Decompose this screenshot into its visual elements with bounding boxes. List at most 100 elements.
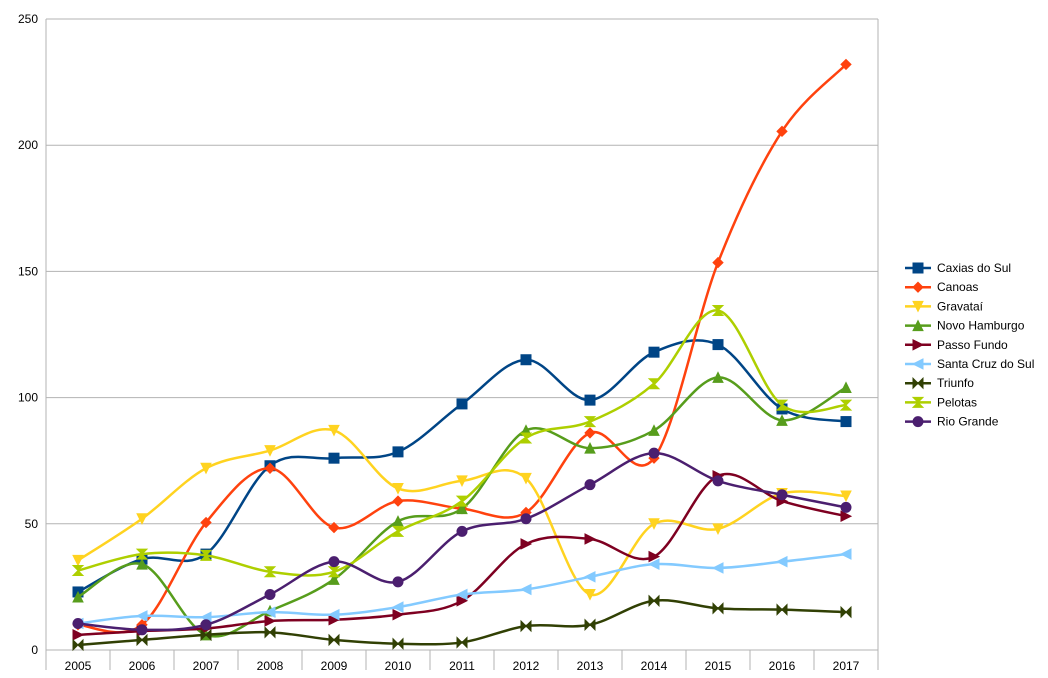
data-point: [776, 603, 788, 616]
data-point: [584, 588, 596, 601]
data-point: [840, 490, 852, 503]
legend-label: Rio Grande: [937, 415, 999, 429]
data-point: [584, 479, 596, 491]
data-point: [71, 564, 85, 576]
data-point: [647, 558, 660, 570]
data-point: [776, 489, 788, 501]
data-point: [712, 523, 724, 535]
data-point: [200, 462, 212, 475]
data-point: [328, 556, 340, 568]
data-point: [840, 381, 852, 394]
legend-item: Caxias do Sul: [905, 261, 1011, 275]
data-point: [776, 414, 788, 426]
data-point: [391, 601, 404, 613]
data-point: [392, 446, 404, 458]
data-point: [327, 608, 340, 621]
series-caxias-do-sul: [72, 339, 852, 598]
data-point: [456, 475, 468, 488]
legend-item: Passo Fundo: [905, 338, 1008, 352]
data-point: [519, 583, 532, 596]
data-point: [775, 555, 788, 568]
legend-marker: [911, 358, 924, 370]
data-point: [135, 610, 148, 622]
legend-marker: [912, 319, 924, 332]
legend-marker: [912, 262, 924, 274]
data-point: [647, 378, 661, 390]
data-point: [328, 424, 340, 437]
data-point: [136, 513, 148, 525]
data-point: [392, 637, 404, 650]
data-point: [648, 447, 660, 459]
x-tick-label: 2006: [129, 659, 156, 673]
data-point: [776, 125, 788, 138]
data-point: [840, 58, 852, 71]
data-point: [584, 441, 596, 454]
data-point: [520, 354, 532, 366]
series-triunfo: [72, 594, 852, 652]
data-point: [584, 394, 596, 406]
y-tick-label: 250: [18, 12, 38, 26]
data-point: [72, 554, 84, 567]
legend-marker: [911, 396, 925, 408]
data-point: [136, 558, 148, 570]
data-point: [711, 305, 725, 317]
legend-marker: [912, 416, 924, 428]
data-point: [711, 562, 724, 574]
series-line: [77, 599, 847, 647]
data-point: [392, 576, 404, 588]
x-tick-label: 2015: [705, 659, 732, 673]
data-point: [520, 513, 532, 525]
legend-item: Triunfo: [905, 376, 974, 390]
data-point: [456, 525, 468, 537]
x-tick-label: 2007: [193, 659, 220, 673]
data-point: [328, 452, 340, 464]
data-point: [839, 548, 852, 560]
y-tick-label: 0: [31, 643, 38, 657]
data-point: [392, 608, 405, 621]
legend-label: Passo Fundo: [937, 338, 1008, 352]
data-point: [328, 573, 340, 585]
data-point: [456, 594, 469, 607]
data-point: [583, 416, 597, 428]
data-point: [520, 619, 532, 633]
data-point: [840, 605, 852, 619]
legend-label: Triunfo: [937, 376, 974, 390]
data-point: [840, 416, 852, 428]
data-point: [648, 424, 660, 436]
data-point: [839, 399, 853, 411]
data-point: [72, 629, 85, 641]
legend-label: Novo Hamburgo: [937, 319, 1025, 333]
data-point: [200, 628, 212, 642]
data-point: [72, 590, 84, 603]
data-point: [200, 516, 212, 529]
data-point: [584, 533, 597, 545]
x-tick-label: 2014: [641, 659, 668, 673]
data-point: [520, 538, 533, 550]
x-tick-label: 2017: [833, 659, 860, 673]
data-point: [135, 548, 149, 560]
data-point: [263, 606, 276, 618]
data-point: [455, 588, 468, 601]
series-pelotas: [71, 305, 853, 578]
x-tick-label: 2011: [449, 659, 475, 673]
data-point: [648, 550, 661, 563]
legend-item: Gravataí: [905, 299, 984, 313]
series-line: [77, 552, 847, 625]
x-tick-label: 2008: [257, 659, 284, 673]
legend-label: Gravataí: [937, 299, 984, 313]
data-point: [840, 510, 853, 523]
data-point: [264, 588, 276, 600]
data-point: [583, 570, 596, 583]
data-point: [712, 371, 724, 383]
series-line: [77, 63, 847, 634]
data-point: [455, 495, 469, 507]
legend-marker: [912, 376, 924, 390]
data-point: [136, 633, 148, 647]
x-axis: 2005 2006 2007 2008 2009 2010 2011 2012 2013 2014…: [45, 650, 879, 673]
legend-item: Santa Cruz do Sul: [905, 357, 1034, 371]
data-point: [328, 521, 340, 534]
x-tick-label: 2013: [577, 659, 604, 673]
legend-label: Pelotas: [937, 395, 977, 409]
legend-item: Rio Grande: [905, 415, 999, 429]
data-point: [328, 633, 340, 647]
